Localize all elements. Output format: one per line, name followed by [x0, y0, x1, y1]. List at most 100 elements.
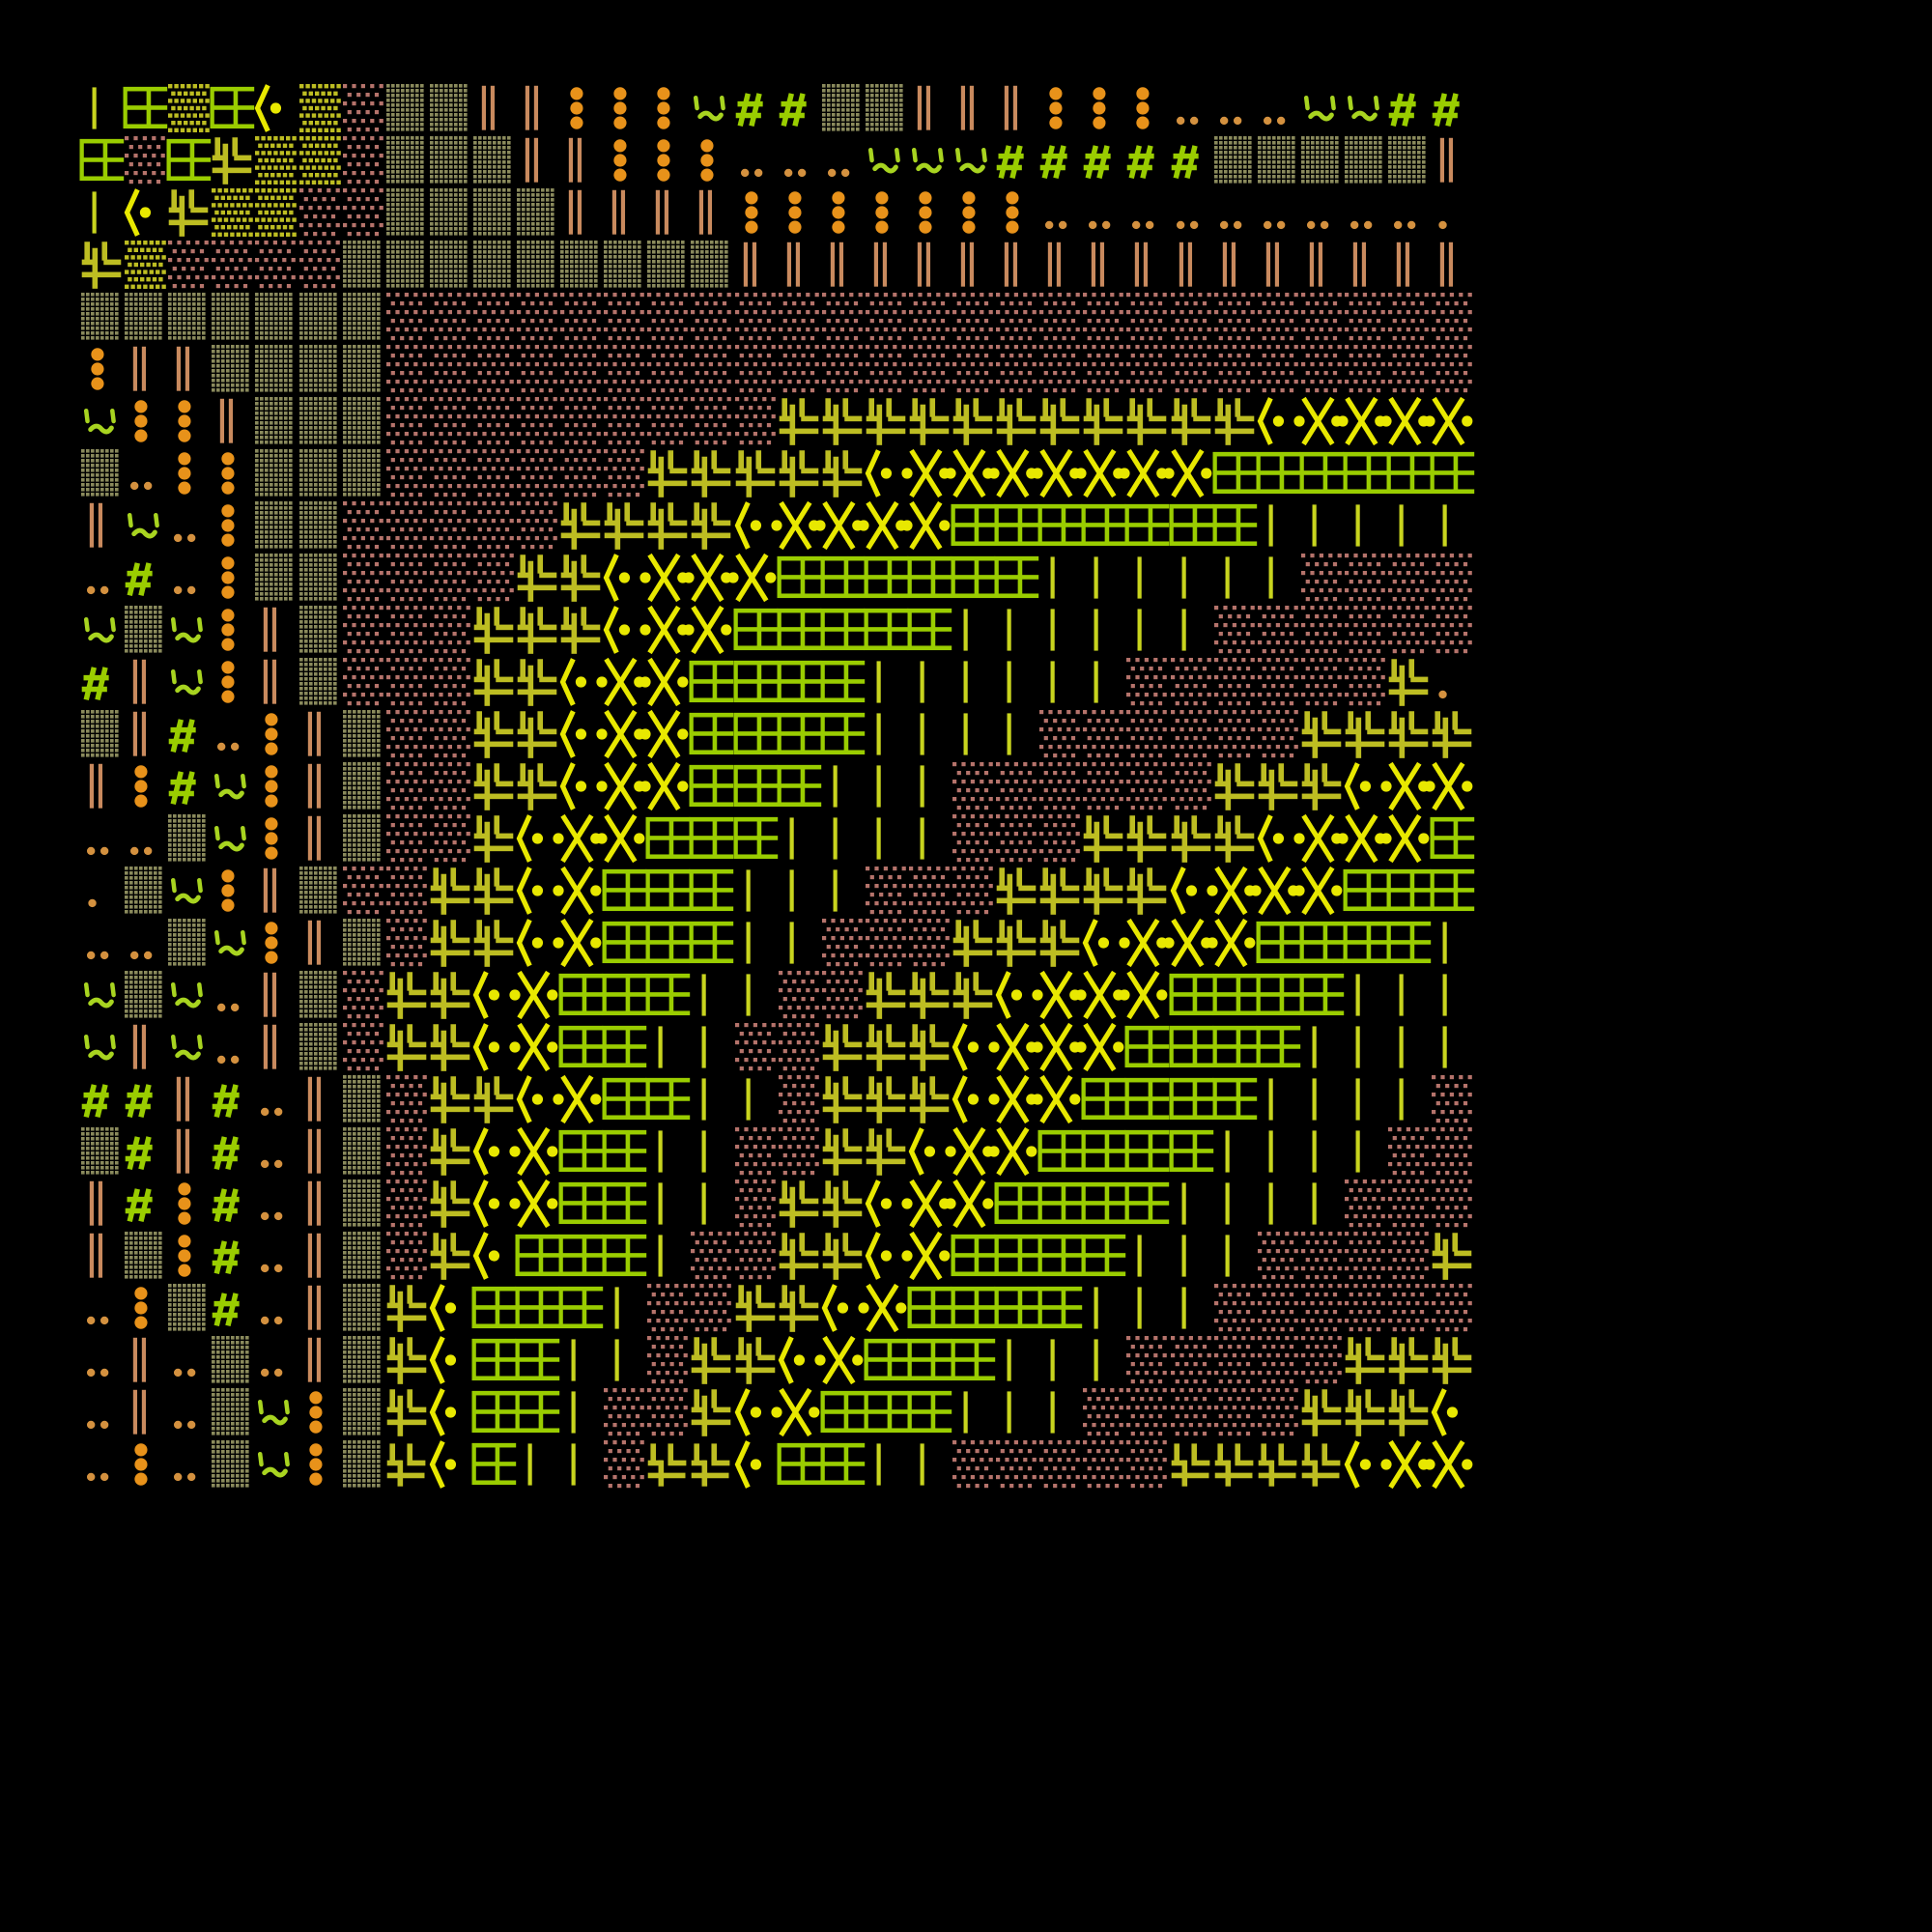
glyph-rose-dither: [1430, 1282, 1473, 1334]
glyph-double-cross: [1256, 760, 1299, 812]
glyph-rose-dither: [645, 1334, 689, 1386]
glyph-rose-dither: [1169, 291, 1212, 343]
glyph-double-cross: [777, 1230, 820, 1282]
glyph-hash-glyph: [1081, 134, 1124, 186]
glyph-single-bar: [1256, 1178, 1299, 1230]
glyph-khaki-dither: [298, 604, 341, 656]
glyph-khaki-dither: [689, 239, 732, 291]
glyph-rose-dither: [515, 395, 558, 447]
glyph-double-bar: [298, 1073, 341, 1125]
glyph-rose-dither: [777, 291, 820, 343]
glyph-double-bar: [1037, 239, 1081, 291]
glyph-double-cross: [907, 1073, 951, 1125]
glyph-double-dot: [210, 969, 253, 1021]
glyph-khaki-dither: [166, 291, 210, 343]
glyph-double-cross: [166, 186, 210, 239]
glyph-rose-dither: [951, 1438, 994, 1491]
glyph-window-box: [864, 1386, 911, 1438]
glyph-angle-bracket-dot: [733, 499, 777, 552]
glyph-single-bar: [1430, 1021, 1473, 1073]
glyph-window-box: [994, 499, 1042, 552]
glyph-double-dot: [1343, 186, 1386, 239]
glyph-window-box: [602, 865, 650, 917]
glyph-single-bar: [1299, 499, 1343, 552]
glyph-rose-dither: [341, 552, 384, 604]
glyph-single-bar: [994, 604, 1037, 656]
glyph-x-with-dots: [639, 760, 689, 812]
glyph-rose-dither: [777, 1125, 820, 1178]
glyph-double-dot: [1124, 186, 1168, 239]
glyph-double-dot: [820, 134, 864, 186]
glyph-quoted-tilde: [951, 134, 994, 186]
glyph-double-cross: [515, 656, 558, 708]
glyph-double-cross: [1430, 1334, 1473, 1386]
glyph-x-with-dots: [509, 1125, 558, 1178]
glyph-rose-dither: [820, 291, 864, 343]
glyph-double-cross: [1299, 708, 1343, 760]
glyph-single-bar: [689, 1073, 732, 1125]
glyph-double-bar: [298, 708, 341, 760]
glyph-hash-glyph: [210, 1073, 253, 1125]
glyph-yellow-dither: [210, 186, 254, 239]
glyph-khaki-dither: [1212, 134, 1256, 186]
glyph-double-cross: [777, 1282, 820, 1334]
glyph-single-bar: [1169, 1230, 1212, 1282]
glyph-khaki-dither: [471, 186, 515, 239]
glyph-khaki-dither: [428, 239, 471, 291]
glyph-khaki-dither: [210, 291, 253, 343]
glyph-khaki-dither: [341, 1125, 384, 1178]
glyph-x-with-dots: [1424, 760, 1473, 812]
glyph-rose-dither: [1256, 1230, 1299, 1282]
glyph-window-box: [166, 134, 214, 186]
glyph-khaki-dither: [123, 1230, 166, 1282]
glyph-rose-dither: [428, 499, 471, 552]
glyph-double-bar: [994, 239, 1037, 291]
glyph-angle-bracket-dot: [515, 917, 558, 969]
glyph-double-bar: [253, 656, 297, 708]
glyph-window-box: [1168, 969, 1216, 1021]
glyph-window-box: [732, 708, 781, 760]
glyph-khaki-dither: [79, 291, 123, 343]
glyph-single-bar: [907, 812, 951, 865]
glyph-rose-dither: [384, 395, 428, 447]
glyph-rose-dither: [1212, 604, 1256, 656]
glyph-single-bar: [515, 1438, 558, 1491]
glyph-single-bar: [820, 865, 864, 917]
glyph-double-cross: [558, 499, 602, 552]
glyph-khaki-dither: [515, 186, 558, 239]
glyph-rose-dither: [1212, 291, 1256, 343]
glyph-rose-dither: [341, 134, 384, 186]
glyph-window-box: [210, 82, 258, 134]
glyph-rose-dither: [1081, 708, 1124, 760]
glyph-window-box: [1037, 1125, 1086, 1178]
glyph-rose-dither: [864, 865, 907, 917]
glyph-double-cross: [820, 1178, 864, 1230]
glyph-quoted-tilde: [79, 604, 123, 656]
glyph-double-cross: [471, 708, 515, 760]
glyph-window-box: [1212, 1073, 1260, 1125]
glyph-single-bar: [994, 656, 1037, 708]
glyph-window-box: [1037, 1282, 1086, 1334]
glyph-colon-dots: [210, 447, 253, 499]
glyph-double-cross: [515, 760, 558, 812]
glyph-rose-dither: [1430, 1178, 1473, 1230]
glyph-rose-dither: [123, 134, 166, 186]
glyph-colon-dots: [253, 760, 297, 812]
glyph-window-box: [602, 917, 650, 969]
glyph-single-bar: [1256, 552, 1299, 604]
glyph-colon-dots: [820, 186, 864, 239]
glyph-rose-dither: [428, 395, 471, 447]
glyph-khaki-dither: [428, 82, 471, 134]
glyph-single-bar: [1299, 1021, 1343, 1073]
glyph-rose-dither: [298, 239, 341, 291]
glyph-double-bar: [994, 82, 1037, 134]
glyph-rose-dither: [1299, 1334, 1343, 1386]
glyph-hash-glyph: [210, 1282, 253, 1334]
glyph-single-bar: [1081, 552, 1124, 604]
glyph-x-with-dots: [1119, 447, 1168, 499]
glyph-window-box: [820, 552, 867, 604]
glyph-double-bar: [298, 1334, 341, 1386]
glyph-rose-dither: [1037, 291, 1081, 343]
glyph-double-bar: [298, 1178, 341, 1230]
glyph-hash-glyph: [123, 1073, 166, 1125]
